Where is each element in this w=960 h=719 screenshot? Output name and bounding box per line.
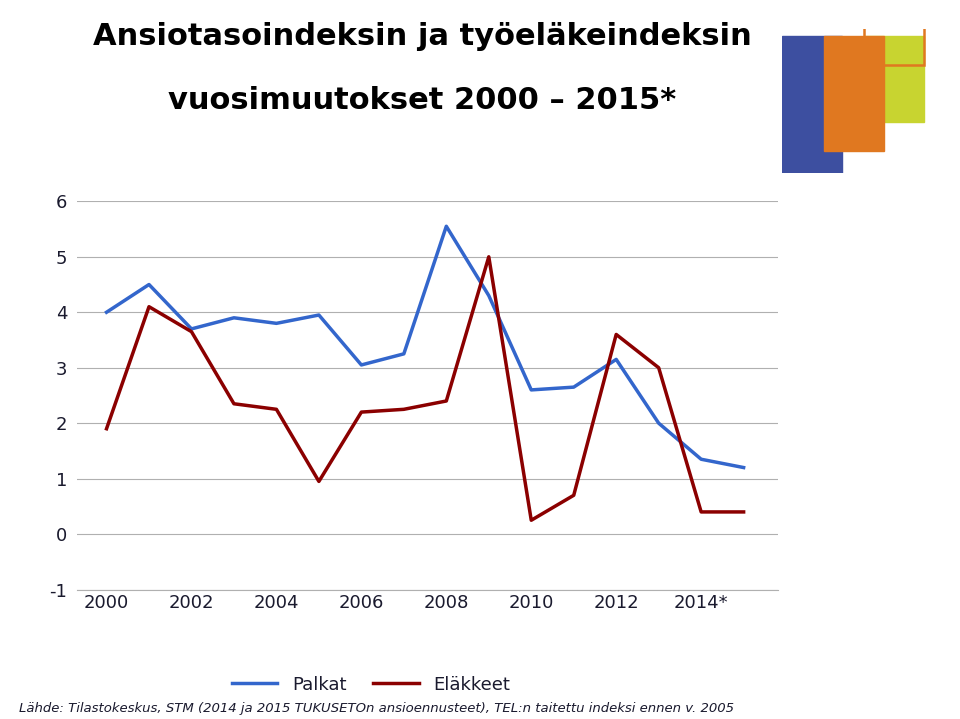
Text: Ansiotasoindeksin ja työeläkeindeksin: Ansiotasoindeksin ja työeläkeindeksin <box>93 22 752 50</box>
Bar <box>782 36 842 173</box>
Bar <box>864 14 924 65</box>
Legend: Palkat, Eläkkeet: Palkat, Eläkkeet <box>225 669 517 701</box>
Bar <box>864 36 924 122</box>
Text: vuosimuutokset 2000 – 2015*: vuosimuutokset 2000 – 2015* <box>168 86 677 115</box>
Bar <box>824 36 883 151</box>
Text: Lähde: Tilastokeskus, STM (2014 ja 2015 TUKUSETOn ansioennusteet), TEL:n taitett: Lähde: Tilastokeskus, STM (2014 ja 2015 … <box>19 702 734 715</box>
